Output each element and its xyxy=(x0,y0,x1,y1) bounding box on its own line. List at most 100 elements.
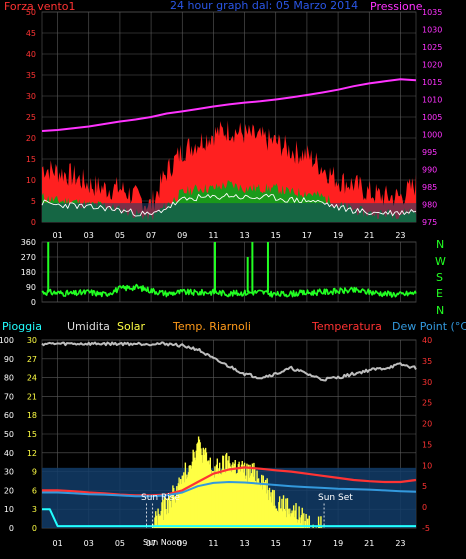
panel1-xtick-label: 07 xyxy=(146,231,156,240)
axis-labels: 0510152025303540455097598098599099510001… xyxy=(0,8,442,548)
wind-ytick-label: 0 xyxy=(31,218,36,227)
pressure-ytick-label: 1020 xyxy=(422,61,442,70)
direction-ytick-label: 270 xyxy=(21,253,36,262)
solar-ytick-label: 30 xyxy=(27,336,37,345)
panel3-xtick-label: 07 xyxy=(146,539,156,548)
pressure-ytick-label: 985 xyxy=(422,183,437,192)
pressure-ytick-label: 975 xyxy=(422,218,437,227)
panel1-xtick-label: 15 xyxy=(271,231,281,240)
panel2-series xyxy=(41,242,417,298)
humidity-ytick-label: 0 xyxy=(9,524,14,533)
temperature-ytick-label: 25 xyxy=(422,399,432,408)
panel3-xtick-label: 23 xyxy=(395,539,405,548)
panel3-xtick-label: 03 xyxy=(84,539,94,548)
humidity-ytick-label: 40 xyxy=(4,449,14,458)
solar-ytick-label: 12 xyxy=(27,449,37,458)
humidity-ytick-label: 80 xyxy=(4,374,14,383)
humidity-ytick-label: 30 xyxy=(4,468,14,477)
direction-ytick-label: 0 xyxy=(31,298,36,307)
temperature-ytick-label: 35 xyxy=(422,357,432,366)
temperature-ytick-label: 0 xyxy=(422,503,427,512)
panel3-xtick-label: 15 xyxy=(271,539,281,548)
temperature-ytick-label: 30 xyxy=(422,378,432,387)
wind-ytick-label: 20 xyxy=(26,134,36,143)
panel1-xtick-label: 21 xyxy=(364,231,374,240)
chart-title: 24 hour graph dal: 05 Marzo 2014 xyxy=(170,0,358,12)
solar-ytick-label: 3 xyxy=(32,505,37,514)
compass-n-bottom: N xyxy=(436,304,444,317)
panel1-xtick-label: 19 xyxy=(333,231,343,240)
panel3-xtick-label: 13 xyxy=(239,539,249,548)
panel3-xtick-label: 09 xyxy=(177,539,187,548)
panel3-xtick-label: 19 xyxy=(333,539,343,548)
wind-ytick-label: 45 xyxy=(26,29,36,38)
wind-ytick-label: 25 xyxy=(26,113,36,122)
solar-ytick-label: 27 xyxy=(27,355,37,364)
solar-ytick-label: 6 xyxy=(32,486,37,495)
temperature-ytick-label: 15 xyxy=(422,440,432,449)
temperature-line xyxy=(42,466,417,497)
panel1-xtick-label: 05 xyxy=(115,231,125,240)
humidity-ytick-label: 20 xyxy=(4,486,14,495)
legend-pioggia: Pioggia xyxy=(2,320,42,333)
panel1-xtick-label: 13 xyxy=(239,231,249,240)
humidity-line xyxy=(41,341,417,382)
pressure-ytick-label: 1000 xyxy=(422,131,442,140)
sun-rise-label: Sun Rise xyxy=(141,493,180,503)
temperature-ytick-label: 5 xyxy=(422,482,427,491)
humidity-ytick-label: 10 xyxy=(4,505,14,514)
wind-ytick-label: 15 xyxy=(26,155,36,164)
panel1-xtick-label: 03 xyxy=(84,231,94,240)
pressure-axis-label: Pressione xyxy=(370,0,423,13)
wind-ytick-label: 35 xyxy=(26,71,36,80)
wind-ytick-label: 30 xyxy=(26,92,36,101)
panel1-xtick-label: 11 xyxy=(208,231,218,240)
humidity-ytick-label: 70 xyxy=(4,392,14,401)
humidity-ytick-label: 60 xyxy=(4,411,14,420)
panel3-xtick-label: 17 xyxy=(302,539,312,548)
compass-n-top: N xyxy=(436,238,444,251)
panel1-xtick-label: 17 xyxy=(302,231,312,240)
panel3-xtick-label: 21 xyxy=(364,539,374,548)
pressure-ytick-label: 1025 xyxy=(422,43,442,52)
humidity-ytick-label: 90 xyxy=(4,355,14,364)
temperature-ytick-label: 10 xyxy=(422,461,432,470)
solar-ytick-label: 15 xyxy=(27,430,37,439)
panel3-xtick-label: 11 xyxy=(208,539,218,548)
pressure-ytick-label: 990 xyxy=(422,166,437,175)
legend-umidita: Umidita xyxy=(67,320,110,333)
humidity-ytick-label: 50 xyxy=(4,430,14,439)
humidity-ytick-label: 100 xyxy=(0,336,14,345)
solar-ytick-label: 9 xyxy=(32,468,37,477)
panel1-xtick-label: 01 xyxy=(52,231,62,240)
pressure-ytick-label: 1010 xyxy=(422,96,442,105)
temperature-ytick-label: 40 xyxy=(422,336,432,345)
sun-set-label: Sun Set xyxy=(318,493,353,503)
rain-line xyxy=(42,508,416,528)
panel1-xtick-label: 23 xyxy=(395,231,405,240)
panel3-xtick-label: 01 xyxy=(52,539,62,548)
solar-ytick-label: 21 xyxy=(27,392,37,401)
pressure-ytick-label: 1035 xyxy=(422,8,442,17)
solar-ytick-label: 24 xyxy=(27,374,37,383)
solar-ytick-label: 0 xyxy=(32,524,37,533)
legend-dew-point: Dew Point (°C) xyxy=(392,320,466,333)
panel3-series xyxy=(41,341,417,528)
wind-direction-line xyxy=(41,283,417,298)
compass-e: E xyxy=(436,287,443,300)
compass-s: S xyxy=(436,271,443,284)
wind-ytick-label: 10 xyxy=(26,176,36,185)
wind-white-line xyxy=(41,192,417,217)
wind-low-band xyxy=(42,203,416,222)
pressure-ytick-label: 1015 xyxy=(422,78,442,87)
panel1-xtick-label: 09 xyxy=(177,231,187,240)
panel3-xtick-label: 05 xyxy=(115,539,125,548)
solar-ytick-label: 18 xyxy=(27,411,37,420)
legend-temp-riarnoli: Temp. Riarnoli xyxy=(172,320,251,333)
wind-ytick-label: 50 xyxy=(26,8,36,17)
legend-solar: Solar xyxy=(117,320,146,333)
direction-ytick-label: 90 xyxy=(26,283,36,292)
direction-ytick-label: 180 xyxy=(21,268,36,277)
